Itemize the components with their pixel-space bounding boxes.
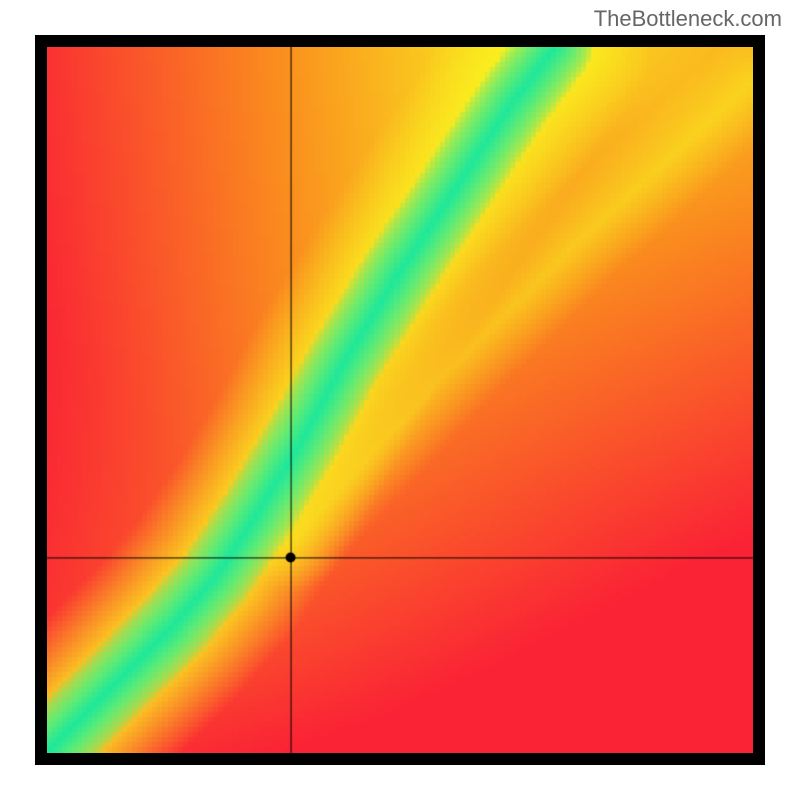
- plot-frame: [35, 35, 765, 765]
- heatmap-canvas: [47, 47, 753, 753]
- watermark-text: TheBottleneck.com: [594, 6, 782, 32]
